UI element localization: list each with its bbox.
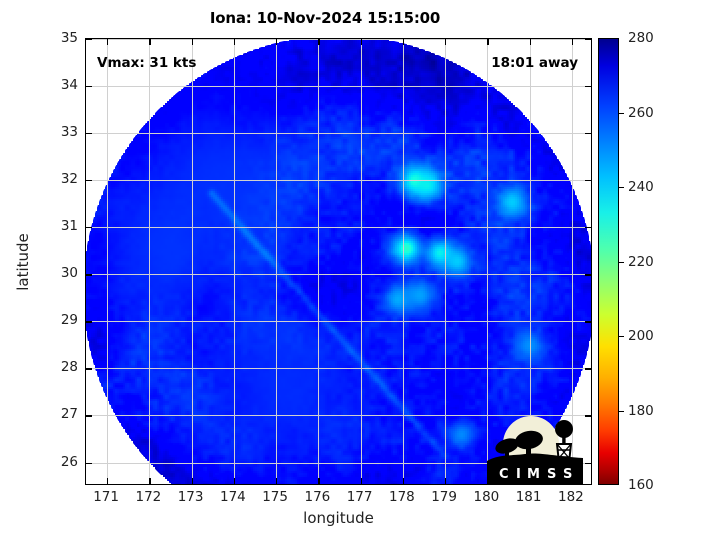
- x-tick-mark: [445, 478, 447, 484]
- x-axis-title: longitude: [303, 509, 374, 527]
- y-tick-mark: [585, 180, 591, 182]
- y-tick-mark: [585, 321, 591, 323]
- y-tick-label: 28: [60, 359, 78, 376]
- x-tick-label: 174: [220, 489, 246, 505]
- y-tick-mark: [86, 462, 92, 464]
- y-tick-label: 32: [60, 171, 78, 188]
- x-tick-mark: [402, 478, 405, 484]
- y-tick-label: 26: [60, 453, 78, 470]
- colorbar-tick-label: 180: [628, 402, 654, 419]
- y-tick-label: 34: [60, 77, 78, 94]
- colorbar-tick-mark: [619, 336, 624, 338]
- colorbar-tick-label: 240: [628, 179, 654, 195]
- logo-letter-c: C: [499, 467, 509, 482]
- logo-letter-s1: S: [547, 467, 556, 482]
- x-tick-mark: [233, 39, 236, 45]
- y-tick-mark: [86, 39, 92, 41]
- colorbar-tick-mark: [619, 187, 624, 189]
- plot-axes[interactable]: Vmax: 31 kts 18:01 away C I M S: [85, 38, 592, 485]
- logo-letter-i: I: [516, 467, 521, 482]
- x-tick-mark: [191, 39, 193, 45]
- y-axis-title: latitude: [13, 233, 32, 291]
- y-tick-label: 31: [60, 218, 78, 235]
- x-tick-label: 178: [389, 489, 415, 505]
- x-tick-mark: [529, 39, 531, 45]
- x-tick-mark: [107, 39, 109, 45]
- x-tick-mark: [233, 478, 236, 484]
- x-tick-label: 176: [304, 489, 331, 505]
- y-tick-mark: [585, 274, 591, 276]
- colorbar-tick-label: 200: [628, 328, 654, 344]
- colorbar-tick-label: 260: [628, 104, 654, 121]
- logo-letter-s2: S: [563, 467, 572, 482]
- x-tick-mark: [487, 39, 489, 45]
- x-tick-mark: [402, 39, 405, 45]
- x-tick-label: 171: [93, 489, 119, 505]
- x-tick-mark: [360, 478, 362, 484]
- y-tick-mark: [585, 39, 591, 41]
- x-tick-mark: [191, 478, 193, 484]
- y-tick-mark: [585, 462, 591, 464]
- y-tick-mark: [86, 227, 92, 229]
- x-tick-label: 180: [473, 489, 500, 505]
- logo-letter-m: M: [527, 467, 540, 482]
- x-tick-label: 182: [558, 489, 584, 505]
- colorbar-tick-mark: [619, 410, 624, 412]
- x-tick-label: 175: [262, 489, 288, 505]
- y-tick-mark: [585, 415, 591, 417]
- y-tick-label: 30: [60, 265, 78, 282]
- colorbar-tick-label: 280: [628, 30, 654, 46]
- y-tick-mark: [585, 368, 591, 370]
- y-tick-label: 35: [60, 30, 78, 46]
- x-tick-mark: [445, 39, 447, 45]
- x-tick-mark: [149, 39, 151, 45]
- y-tick-mark: [86, 86, 92, 88]
- y-tick-mark: [86, 133, 92, 135]
- x-tick-label: 181: [515, 489, 542, 505]
- y-tick-mark: [585, 86, 591, 88]
- colorbar[interactable]: [598, 38, 619, 485]
- x-tick-mark: [149, 478, 151, 484]
- y-tick-mark: [86, 321, 92, 323]
- satellite-swath-disk: [86, 39, 591, 484]
- x-tick-mark: [360, 39, 362, 45]
- time-away-annotation: 18:01 away: [491, 55, 578, 71]
- x-tick-mark: [276, 478, 278, 484]
- vmax-annotation: Vmax: 31 kts: [97, 55, 197, 71]
- x-tick-mark: [571, 39, 574, 45]
- y-tick-label: 27: [60, 406, 78, 423]
- x-tick-label: 173: [177, 489, 204, 505]
- brightness-temp-raster: [86, 39, 591, 484]
- colorbar-tick-label: 160: [628, 477, 654, 493]
- y-tick-mark: [86, 415, 92, 417]
- cimss-logo: C I M S S: [487, 416, 583, 484]
- page-title: Iona: 10-Nov-2024 15:15:00: [209, 9, 441, 27]
- x-tick-mark: [318, 478, 320, 484]
- x-tick-label: 172: [135, 489, 162, 505]
- colorbar-tick-mark: [619, 261, 624, 263]
- y-tick-mark: [86, 180, 92, 182]
- x-tick-label: 179: [431, 489, 457, 505]
- y-tick-mark: [86, 368, 92, 370]
- x-tick-mark: [318, 39, 320, 45]
- x-tick-label: 177: [346, 489, 373, 505]
- y-tick-mark: [86, 274, 92, 276]
- y-tick-mark: [585, 227, 591, 229]
- colorbar-tick-mark: [619, 112, 624, 114]
- y-tick-label: 33: [60, 124, 78, 141]
- y-tick-mark: [585, 133, 591, 135]
- y-tick-label: 29: [60, 312, 78, 329]
- colorbar-tick-label: 220: [628, 253, 654, 270]
- x-tick-mark: [276, 39, 278, 45]
- x-tick-mark: [107, 478, 109, 484]
